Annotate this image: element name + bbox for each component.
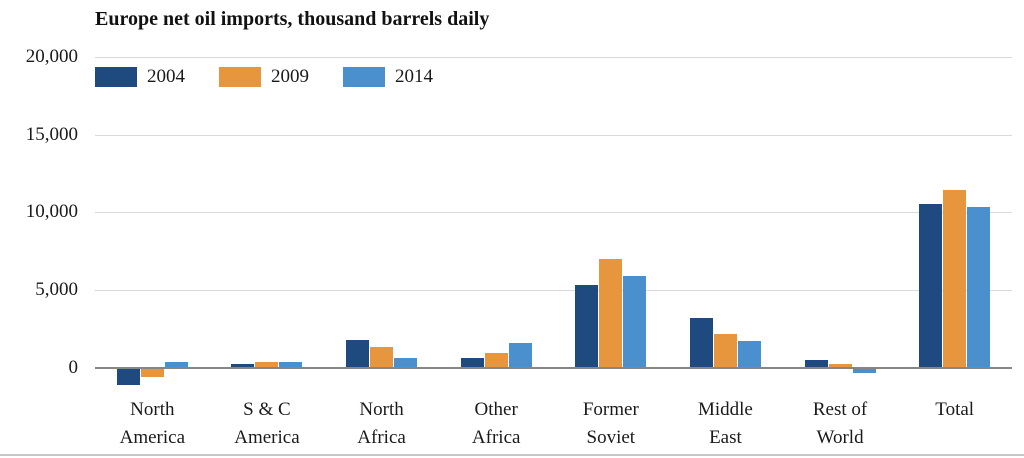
bar-other-africa-2004 bbox=[460, 357, 484, 368]
bar-other-africa-2009 bbox=[484, 352, 508, 368]
legend-swatch-2014 bbox=[343, 67, 385, 87]
bar-other-africa-2014 bbox=[508, 342, 532, 368]
legend-swatch-2004 bbox=[95, 67, 137, 87]
legend-label-2014: 2014 bbox=[395, 66, 433, 87]
legend-label-2004: 2004 bbox=[147, 66, 185, 87]
x-axis-category-label: North America bbox=[119, 399, 186, 448]
bottom-rule bbox=[0, 454, 1024, 456]
x-axis-category-label: Former Soviet bbox=[582, 399, 639, 448]
bar-rest-of-world-2014 bbox=[852, 368, 876, 374]
x-axis-zero-line bbox=[95, 366, 1012, 369]
y-axis-tick-label: 20,000 bbox=[25, 46, 78, 67]
legend: 2004 2009 2014 bbox=[95, 66, 433, 88]
bar-north-america-2014 bbox=[164, 362, 188, 368]
gridline-15,000 bbox=[95, 134, 1012, 136]
bar-north-africa-2014 bbox=[394, 358, 418, 368]
x-axis-category-label: Total bbox=[935, 399, 975, 420]
gridline-10,000 bbox=[95, 212, 1012, 214]
x-axis-category-label: S & C America bbox=[234, 399, 300, 448]
bar-middle-east-2004 bbox=[689, 317, 713, 368]
legend-item-2014: 2014 bbox=[343, 66, 433, 88]
gridline-20,000 bbox=[95, 57, 1012, 58]
bar-total-2014 bbox=[967, 207, 991, 368]
bar-total-2004 bbox=[919, 203, 943, 368]
bar-middle-east-2014 bbox=[737, 341, 761, 368]
bar-middle-east-2009 bbox=[713, 334, 737, 368]
y-axis-tick-label: 0 bbox=[68, 356, 79, 378]
bar-total-2009 bbox=[943, 189, 967, 368]
x-axis-category-label: Rest of World bbox=[812, 399, 868, 448]
y-axis-tick-label: 15,000 bbox=[25, 123, 78, 145]
legend-label-2009: 2009 bbox=[271, 66, 309, 87]
bar-rest-of-world-2004 bbox=[804, 360, 828, 368]
legend-swatch-2009 bbox=[219, 67, 261, 87]
bar-rest-of-world-2009 bbox=[828, 364, 852, 368]
bar-s-c-america-2004 bbox=[231, 364, 255, 368]
y-axis-tick-label: 5,000 bbox=[35, 278, 78, 300]
bar-north-america-2004 bbox=[116, 368, 140, 385]
bar-north-africa-2004 bbox=[346, 339, 370, 368]
bar-s-c-america-2009 bbox=[255, 362, 279, 368]
bar-former-soviet-2014 bbox=[623, 275, 647, 368]
gridline-5,000 bbox=[95, 289, 1012, 291]
bar-former-soviet-2009 bbox=[599, 258, 623, 368]
chart-title: Europe net oil imports, thousand barrels… bbox=[95, 8, 490, 30]
bar-north-africa-2009 bbox=[370, 347, 394, 368]
legend-item-2009: 2009 bbox=[219, 66, 309, 88]
x-axis-category-label: North Africa bbox=[357, 399, 406, 448]
x-axis-category-label: Middle East bbox=[697, 399, 753, 448]
bar-north-america-2009 bbox=[140, 368, 164, 378]
x-axis-category-label: Other Africa bbox=[471, 399, 521, 448]
bar-former-soviet-2004 bbox=[575, 285, 599, 368]
y-axis-tick-label: 10,000 bbox=[25, 201, 78, 223]
legend-item-2004: 2004 bbox=[95, 66, 185, 88]
bar-s-c-america-2014 bbox=[279, 362, 303, 368]
plot-area bbox=[95, 57, 1012, 397]
